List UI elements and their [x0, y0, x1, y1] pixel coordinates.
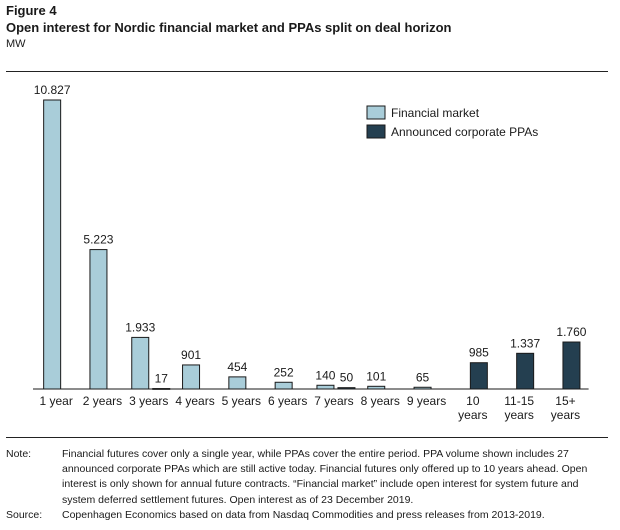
- x-tick-label: 11-15: [504, 394, 534, 408]
- x-tick-label: 6 years: [268, 394, 307, 408]
- legend-label: Announced corporate PPAs: [391, 125, 538, 139]
- x-tick-label: years: [458, 408, 487, 422]
- figure-label: Figure 4: [6, 3, 57, 18]
- figure-unit: MW: [6, 38, 26, 50]
- bar-financial: [43, 99, 62, 390]
- data-label: 454: [227, 360, 247, 374]
- note-text: Financial futures cover only a single ye…: [62, 448, 588, 506]
- data-label: 985: [469, 346, 489, 360]
- source-text: Copenhagen Economics based on data from …: [62, 508, 545, 521]
- legend-swatch: [366, 105, 386, 120]
- notes-block: Note: Financial futures cover only a sin…: [6, 447, 610, 523]
- bar-financial: [89, 249, 108, 390]
- note-key: Note:: [6, 448, 32, 460]
- source-key: Source:: [6, 508, 43, 521]
- bottom-rule: [6, 437, 608, 438]
- bar-financial: [316, 384, 335, 390]
- data-label: 901: [181, 348, 201, 362]
- x-tick-label: 15+: [555, 394, 575, 408]
- bar-ppa: [562, 341, 581, 390]
- x-tick-label: 1 year: [39, 394, 72, 408]
- x-tick-label: 5 years: [222, 394, 261, 408]
- data-label: 10.827: [34, 83, 71, 97]
- data-label: 140: [315, 368, 335, 382]
- bar-financial: [274, 381, 293, 390]
- bar-ppa: [469, 362, 488, 390]
- legend-swatch: [366, 124, 386, 139]
- data-label: 1.760: [556, 325, 586, 339]
- legend-label: Financial market: [391, 106, 480, 120]
- x-tick-label: years: [551, 408, 580, 422]
- bar-financial: [228, 376, 247, 390]
- x-tick-label: 10: [466, 394, 480, 408]
- figure-title: Open interest for Nordic financial marke…: [6, 20, 452, 35]
- x-tick-label: 7 years: [314, 394, 353, 408]
- bar-financial: [131, 336, 150, 390]
- bar-financial: [182, 364, 201, 390]
- source-row: Source: Copenhagen Economics based on da…: [6, 508, 610, 523]
- bar-chart: 10.827 1 year 5.223 2 years 1.933 17 3 years 90…: [33, 83, 589, 422]
- data-label: 17: [155, 372, 169, 386]
- x-tick-label: years: [504, 408, 533, 422]
- top-rule: [6, 71, 608, 72]
- data-label: 5.223: [83, 233, 113, 247]
- bar-ppa: [516, 352, 535, 390]
- data-label: 1.337: [510, 336, 540, 350]
- data-label: 101: [366, 369, 386, 383]
- x-tick-label: 2 years: [83, 394, 122, 408]
- x-tick-label: 3 years: [129, 394, 168, 408]
- x-tick-label: 9 years: [407, 394, 446, 408]
- data-label: 50: [340, 371, 354, 385]
- data-label: 252: [274, 365, 294, 379]
- data-label: 65: [416, 370, 430, 384]
- note-row: Note: Financial futures cover only a sin…: [6, 447, 610, 508]
- data-label: 1.933: [125, 320, 155, 334]
- x-tick-label: 8 years: [361, 394, 400, 408]
- x-tick-label: 4 years: [175, 394, 214, 408]
